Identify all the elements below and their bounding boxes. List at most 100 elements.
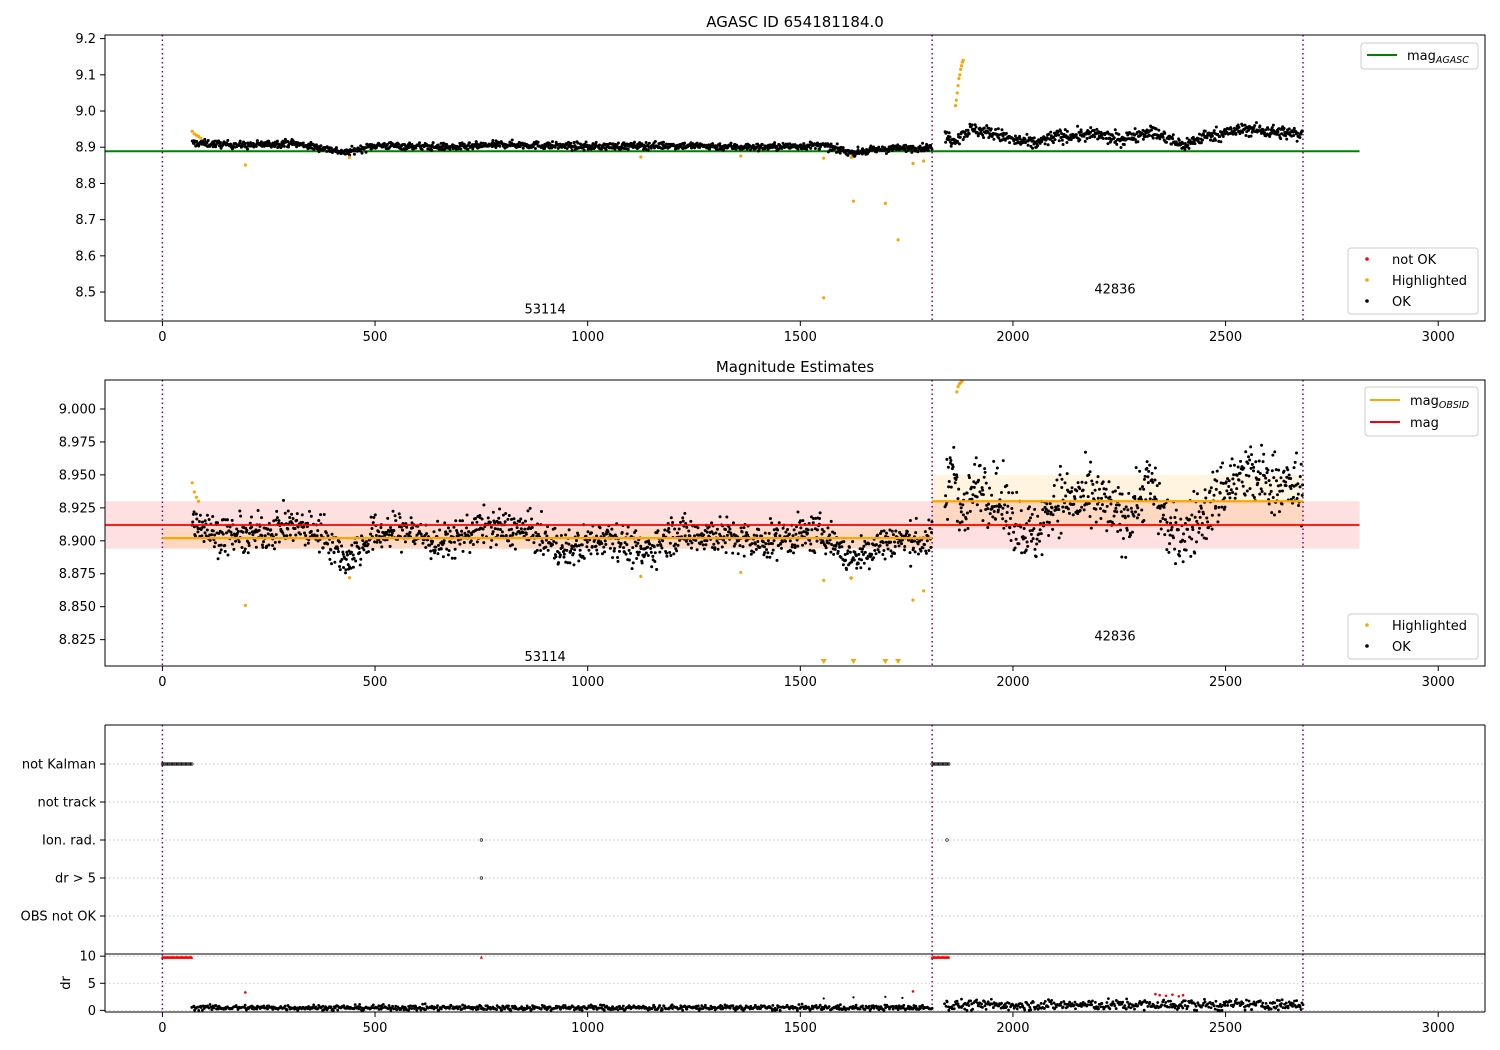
ok-point: [1279, 476, 1283, 480]
ok-point: [246, 147, 250, 151]
ok-point: [1165, 520, 1169, 524]
ok-point: [1257, 459, 1261, 463]
ok-point: [1270, 511, 1274, 515]
ok-point: [309, 529, 313, 533]
ok-point: [425, 532, 429, 536]
y-tick-label: Ion. rad.: [42, 834, 96, 849]
ok-point: [916, 552, 920, 556]
ok-point: [964, 517, 968, 521]
ok-point: [889, 549, 893, 553]
ok-point: [1196, 137, 1200, 141]
ok-point: [1088, 131, 1092, 135]
ok-point: [707, 525, 711, 529]
ok-point: [1190, 537, 1194, 541]
ok-point: [565, 548, 569, 552]
ok-point: [827, 541, 831, 545]
ok-point: [923, 530, 927, 534]
ok-point: [781, 526, 785, 530]
ok-point: [1259, 131, 1263, 135]
ok-point: [397, 142, 401, 146]
highlighted-point: [639, 574, 643, 578]
ok-point: [1051, 513, 1055, 517]
ok-point: [1247, 455, 1251, 459]
ok-point: [452, 540, 456, 544]
ok-point: [272, 547, 276, 551]
ok-point: [569, 549, 573, 553]
ok-point: [857, 552, 861, 556]
ok-point: [1201, 133, 1205, 137]
ok-point: [471, 542, 475, 546]
ok-point: [1084, 481, 1088, 485]
ok-point: [1141, 137, 1145, 141]
ok-point: [436, 552, 440, 556]
ok-point: [1260, 489, 1264, 493]
ok-point: [1061, 505, 1065, 509]
ok-point: [1198, 526, 1202, 530]
ok-point: [1046, 512, 1050, 516]
ok-point: [970, 497, 974, 501]
ok-point: [367, 550, 371, 554]
ok-point: [219, 548, 223, 552]
ok-point: [1163, 131, 1167, 135]
ok-point: [981, 133, 985, 137]
ok-point: [859, 534, 863, 538]
ok-point: [1171, 133, 1175, 137]
ok-point: [1242, 466, 1246, 470]
ok-point: [850, 560, 854, 564]
ok-point: [1204, 496, 1208, 500]
ok-point: [1106, 520, 1110, 524]
ok-point: [498, 507, 502, 511]
ok-point: [841, 563, 845, 567]
ok-point: [612, 549, 616, 553]
ok-point: [1013, 546, 1017, 550]
ok-point: [796, 544, 800, 548]
ok-point: [665, 554, 669, 558]
ok-point: [860, 558, 864, 562]
ok-point: [441, 555, 445, 559]
ok-point: [1083, 139, 1087, 143]
ok-point: [1060, 132, 1064, 136]
ok-point: [1266, 127, 1270, 131]
ok-point: [364, 150, 368, 154]
ok-point: [491, 138, 495, 142]
ok-point: [971, 493, 975, 497]
ok-point: [700, 540, 704, 544]
ok-point: [685, 1007, 689, 1011]
ok-point: [578, 548, 582, 552]
ok-point: [1005, 484, 1009, 488]
ok-point: [531, 533, 535, 537]
ok-point: [977, 478, 981, 482]
ok-point: [480, 517, 484, 521]
ok-point: [397, 512, 401, 516]
ok-point: [1140, 485, 1144, 489]
ok-point: [893, 545, 897, 549]
highlighted-point: [822, 156, 826, 160]
ok-point: [371, 521, 375, 525]
ok-point: [424, 545, 428, 549]
ok-point: [1119, 510, 1123, 514]
ok-point: [534, 531, 538, 535]
ok-point: [953, 481, 957, 485]
ok-point: [798, 519, 802, 523]
ok-point: [952, 445, 956, 449]
ok-point: [982, 126, 986, 130]
ok-point: [552, 540, 556, 544]
ok-point: [962, 135, 966, 139]
ok-point: [1100, 503, 1104, 507]
ok-point: [300, 513, 304, 517]
ok-point: [986, 129, 990, 133]
ok-point: [1009, 517, 1013, 521]
ok-point: [695, 1007, 699, 1010]
ok-point: [1207, 131, 1211, 135]
ok-point: [650, 565, 654, 569]
ok-point: [498, 521, 502, 525]
ok-point: [455, 531, 459, 535]
ok-point: [952, 472, 956, 476]
ok-point: [677, 527, 681, 531]
ok-point: [1001, 134, 1005, 138]
ok-point: [961, 503, 965, 507]
ok-point: [830, 149, 834, 153]
ok-point: [767, 531, 771, 535]
